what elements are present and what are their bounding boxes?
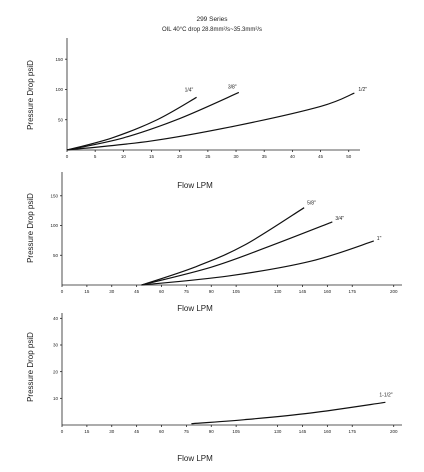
- x-tick-label: 0: [61, 289, 64, 294]
- y-tick-label: 20: [53, 369, 59, 374]
- x-axis-label: Flow LPM: [177, 181, 213, 190]
- series-label: 3/8": [228, 84, 237, 90]
- x-tick-label: 45: [318, 154, 324, 159]
- x-tick-label: 200: [390, 289, 398, 294]
- chart-title: 299 Series: [196, 16, 228, 23]
- x-tick-label: 5: [94, 154, 97, 159]
- x-tick-label: 35: [262, 154, 268, 159]
- series-label: 1/2": [358, 87, 367, 93]
- x-tick-label: 105: [232, 289, 240, 294]
- x-tick-label: 160: [324, 429, 332, 434]
- x-tick-label: 30: [109, 289, 115, 294]
- x-tick-label: 20: [177, 154, 183, 159]
- series-line: [141, 221, 333, 286]
- y-axis-label: Pressure Drop psiD: [26, 60, 35, 130]
- series-line: [66, 92, 355, 151]
- series-line: [191, 401, 386, 425]
- series-label: 3/4": [335, 216, 344, 222]
- x-tick-label: 50: [346, 154, 352, 159]
- x-tick-label: 175: [348, 429, 356, 434]
- x-tick-label: 130: [274, 429, 282, 434]
- x-tick-label: 75: [184, 429, 190, 434]
- y-tick-label: 150: [50, 193, 58, 198]
- y-tick-label: 100: [55, 87, 63, 92]
- series-label: 5/8": [307, 201, 316, 207]
- x-tick-label: 60: [159, 429, 165, 434]
- series-label: 1": [377, 236, 382, 242]
- x-tick-label: 60: [159, 289, 165, 294]
- x-tick-label: 0: [61, 429, 64, 434]
- series-line: [141, 207, 305, 286]
- y-axis-label: Pressure Drop psiD: [26, 332, 35, 402]
- x-tick-label: 130: [274, 289, 282, 294]
- x-tick-label: 45: [134, 429, 140, 434]
- series-label: 1-1/2": [379, 392, 392, 398]
- x-tick-label: 75: [184, 289, 190, 294]
- series-line: [141, 240, 374, 286]
- x-tick-label: 160: [324, 289, 332, 294]
- x-axis-label: Flow LPM: [177, 454, 213, 463]
- x-tick-label: 10: [121, 154, 127, 159]
- y-tick-label: 40: [53, 316, 59, 321]
- x-tick-label: 175: [348, 289, 356, 294]
- y-tick-label: 150: [55, 57, 63, 62]
- x-tick-label: 15: [84, 429, 90, 434]
- x-axis-label: Flow LPM: [177, 304, 213, 313]
- x-tick-label: 15: [84, 289, 90, 294]
- x-tick-label: 90: [209, 429, 215, 434]
- y-tick-label: 10: [53, 396, 59, 401]
- y-tick-label: 50: [58, 117, 64, 122]
- x-tick-label: 45: [134, 289, 140, 294]
- x-tick-label: 145: [299, 289, 307, 294]
- x-tick-label: 200: [390, 429, 398, 434]
- series-line: [66, 96, 197, 151]
- y-tick-label: 100: [50, 223, 58, 228]
- y-axis-label: Pressure Drop psiD: [26, 193, 35, 263]
- x-tick-label: 105: [232, 429, 240, 434]
- x-tick-label: 30: [234, 154, 240, 159]
- chart-subtitle: OIL 40°C drop 28.8mm²/s~35.3mm²/s: [162, 27, 262, 33]
- x-tick-label: 145: [299, 429, 307, 434]
- x-tick-label: 25: [205, 154, 211, 159]
- x-tick-label: 90: [209, 289, 215, 294]
- x-tick-label: 30: [109, 429, 115, 434]
- x-tick-label: 0: [66, 154, 69, 159]
- y-tick-label: 30: [53, 343, 59, 348]
- series-line: [66, 91, 240, 151]
- x-tick-label: 15: [149, 154, 155, 159]
- y-tick-label: 50: [53, 253, 59, 258]
- series-label: 1/4": [185, 87, 194, 93]
- x-tick-label: 40: [290, 154, 296, 159]
